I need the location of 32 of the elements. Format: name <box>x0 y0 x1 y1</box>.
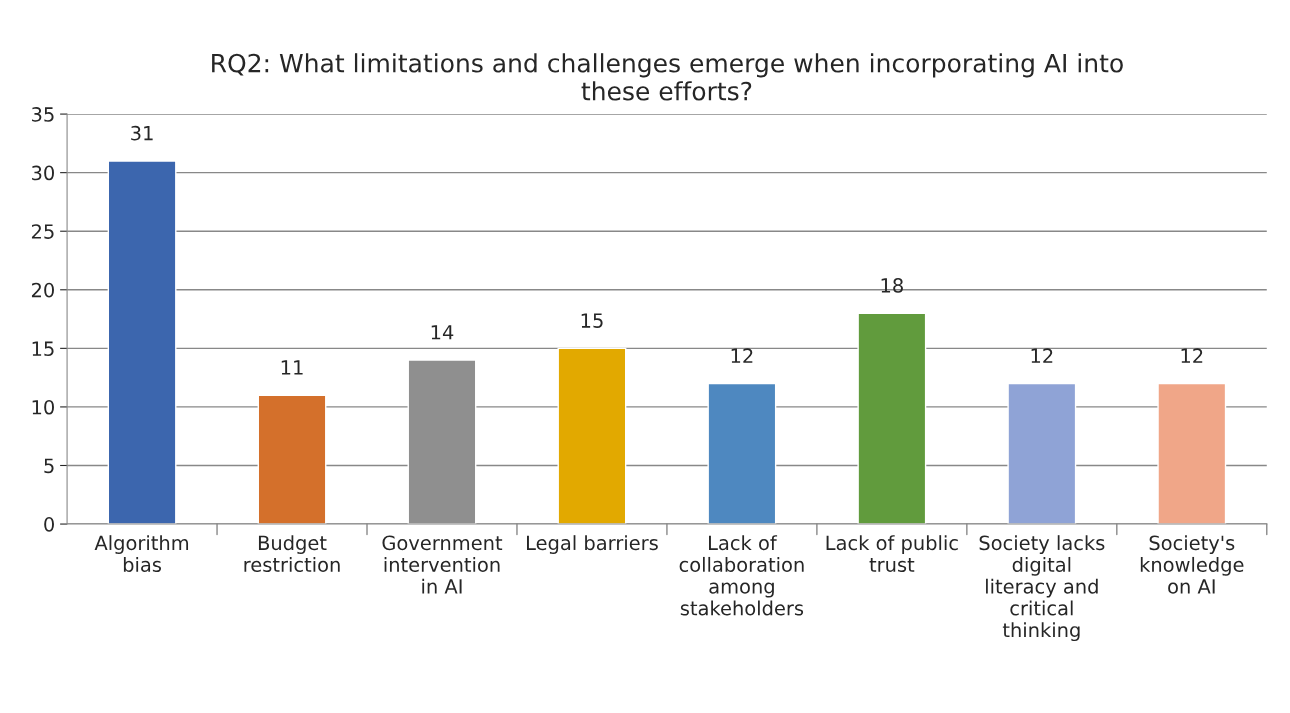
bar <box>857 312 927 525</box>
bar <box>1007 382 1077 525</box>
x-tick-label: Society lacks digital literacy and critical thinking <box>979 535 1105 642</box>
x-tick-label: Legal barriers <box>527 535 658 554</box>
y-tick-label: 35 <box>32 107 54 122</box>
data-label: 12 <box>1031 348 1053 363</box>
x-tick-label: Society's knowledge on AI <box>1140 535 1244 594</box>
bar <box>107 160 177 525</box>
x-tick-label: Lack of collaboration among stakeholders <box>679 535 804 616</box>
data-label: 14 <box>431 325 454 340</box>
data-label: 12 <box>731 348 753 363</box>
chart-title: RQ2: What limitations and challenges emerge when incorporating AI into these efforts? <box>212 53 1123 101</box>
x-tick-label: Government intervention in AI <box>382 535 503 594</box>
x-tick-label: Budget restriction <box>244 535 340 572</box>
x-tick-label: Algorithm bias <box>94 535 189 572</box>
data-label: 12 <box>1181 348 1203 363</box>
bar <box>707 382 777 525</box>
data-label: 15 <box>581 313 603 328</box>
data-label: 18 <box>881 278 903 293</box>
y-tick-label: 5 <box>44 458 54 474</box>
y-tick-label: 20 <box>31 282 54 298</box>
bar <box>557 347 627 525</box>
y-tick-label: 0 <box>44 517 54 532</box>
data-label: 11 <box>281 360 303 375</box>
y-tick-label: 10 <box>32 399 54 415</box>
bar <box>257 394 327 525</box>
y-tick-label: 15 <box>32 341 54 357</box>
data-label: 31 <box>131 125 153 141</box>
y-tick-label: 30 <box>32 165 54 181</box>
y-tick-label: 25 <box>31 224 54 239</box>
bar <box>1157 382 1227 525</box>
x-tick-label: Lack of public trust <box>826 535 958 572</box>
